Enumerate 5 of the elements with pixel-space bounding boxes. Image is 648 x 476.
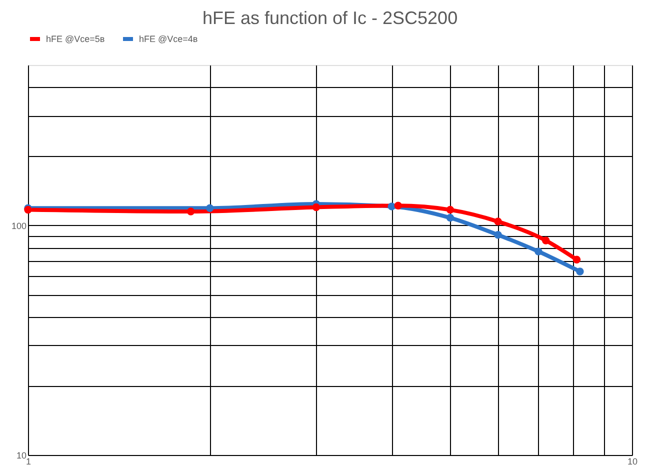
y-tick-label: 100: [11, 220, 26, 231]
legend-label: hFE @Vce=4в: [139, 34, 198, 44]
chart-title: hFE as function of Ic - 2SC5200: [202, 8, 458, 28]
x-tick-label: 1: [26, 456, 32, 466]
legend-label: hFE @Vce=5в: [46, 34, 105, 44]
